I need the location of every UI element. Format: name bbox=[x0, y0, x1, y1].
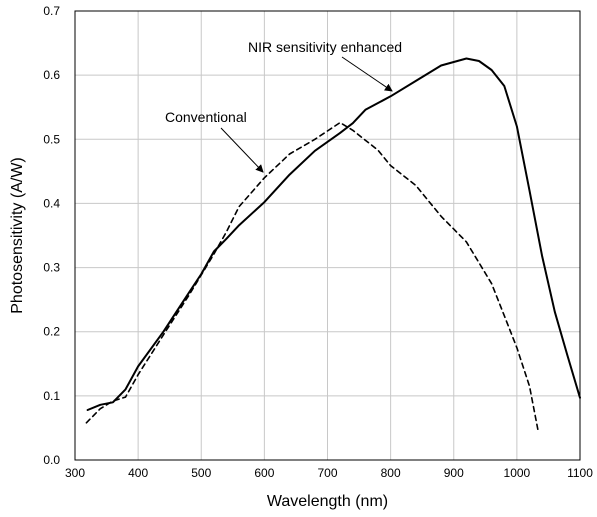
annotation-arrow bbox=[220, 127, 264, 173]
annotations: NIR sensitivity enhanced Conventional bbox=[165, 39, 402, 173]
x-tick-label: 800 bbox=[381, 466, 401, 480]
annotation-arrow bbox=[341, 56, 393, 92]
x-tick-label: 900 bbox=[444, 466, 464, 480]
x-axis-title: Wavelength (nm) bbox=[267, 493, 388, 510]
tick-labels: 300 400 500 600 700 800 900 1000 1100 0.0 0.1 0.2 0.… bbox=[43, 4, 593, 480]
plot-area-frame bbox=[74, 10, 581, 461]
y-axis-title: Photosensitivity (A/W) bbox=[9, 157, 26, 313]
data-series bbox=[85, 57, 581, 433]
y-tick-label: 0.0 bbox=[43, 453, 60, 467]
y-tick-label: 0.5 bbox=[43, 132, 60, 146]
grid bbox=[75, 11, 580, 460]
y-tick-label: 0.3 bbox=[43, 261, 60, 275]
x-tick-label: 500 bbox=[191, 466, 211, 480]
x-tick-label: 1000 bbox=[504, 466, 531, 480]
x-tick-label: 300 bbox=[65, 466, 85, 480]
series-line-nir-enhanced bbox=[86, 57, 581, 411]
y-tick-label: 0.4 bbox=[43, 196, 60, 210]
y-tick-label: 0.1 bbox=[43, 389, 60, 403]
x-tick-label: 1100 bbox=[567, 466, 593, 480]
y-tick-label: 0.7 bbox=[43, 4, 60, 18]
y-tick-label: 0.6 bbox=[43, 68, 60, 82]
x-tick-label: 400 bbox=[128, 466, 148, 480]
annotation-label: NIR sensitivity enhanced bbox=[248, 39, 402, 55]
x-tick-label: 700 bbox=[317, 466, 337, 480]
series-line-conventional bbox=[85, 121, 540, 433]
annotation-label: Conventional bbox=[165, 109, 247, 125]
x-tick-label: 600 bbox=[254, 466, 274, 480]
y-tick-label: 0.2 bbox=[43, 325, 60, 339]
